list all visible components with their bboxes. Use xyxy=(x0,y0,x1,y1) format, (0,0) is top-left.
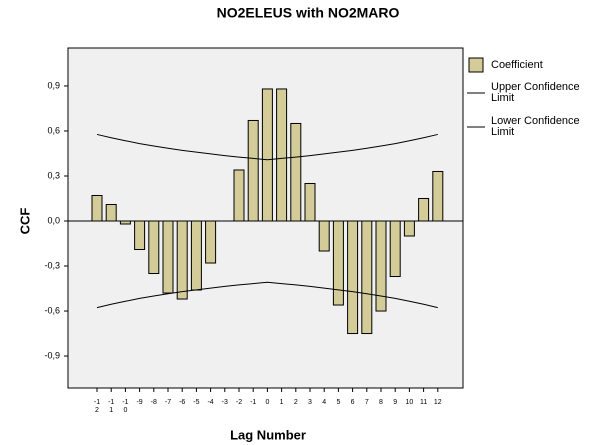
bar xyxy=(332,220,344,306)
bar xyxy=(190,220,202,291)
legend-text: Lower Confidence Limit xyxy=(491,115,580,138)
x-tick-label: -5 xyxy=(193,399,199,406)
y-tick-label: 0,0 xyxy=(47,215,60,225)
y-tick-label: 0,6 xyxy=(47,125,60,135)
x-tick-label: 11 xyxy=(420,399,427,406)
legend-text: Upper Confidence Limit xyxy=(491,81,580,104)
bar xyxy=(105,203,117,222)
bar xyxy=(247,119,259,222)
bar xyxy=(148,220,160,275)
bar xyxy=(276,88,288,222)
x-axis-label: Lag Number xyxy=(230,427,306,442)
bar xyxy=(162,220,174,294)
bar xyxy=(91,194,103,222)
x-tick-label: -8 xyxy=(151,399,157,406)
bar xyxy=(389,220,401,278)
y-tick-label: -0,9 xyxy=(44,350,60,360)
bar xyxy=(375,220,387,312)
bar xyxy=(290,122,302,222)
x-tick-label: 10 xyxy=(406,399,414,406)
x-tick-label: 1 xyxy=(280,399,284,406)
chart-title: NO2ELEUS with NO2MARO xyxy=(217,5,400,21)
bar xyxy=(418,197,430,222)
bar xyxy=(403,220,415,237)
legend-swatch xyxy=(468,57,484,73)
bar xyxy=(318,220,330,252)
x-tick-label: 5 xyxy=(336,399,340,406)
confidence-line xyxy=(96,281,438,309)
x-tick-label: 4 xyxy=(322,399,326,406)
y-tick-label: 0,3 xyxy=(47,170,60,180)
bar xyxy=(261,88,273,222)
bar xyxy=(134,220,146,251)
bar xyxy=(432,170,444,222)
x-tick-label: -1 xyxy=(250,399,256,406)
legend-text: Coefficient xyxy=(491,59,543,71)
bar xyxy=(304,182,316,222)
y-tick-label: -0,6 xyxy=(44,305,60,315)
bar xyxy=(233,169,245,222)
x-tick-label: 8 xyxy=(379,399,383,406)
y-tick-label: 0,9 xyxy=(47,80,60,90)
x-tick-label: -4 xyxy=(207,399,213,406)
x-tick-label: 7 xyxy=(365,399,369,406)
x-tick-label: -9 xyxy=(136,399,142,406)
bar xyxy=(361,220,373,335)
x-tick-label: 12 xyxy=(434,399,442,406)
y-axis-label: CCF xyxy=(17,208,32,235)
x-tick-label: -3 xyxy=(222,399,228,406)
x-tick-label: 9 xyxy=(393,399,397,406)
bar xyxy=(176,220,188,300)
x-tick-label: -6 xyxy=(179,399,185,406)
x-tick-label: -1 1 xyxy=(108,399,114,414)
x-tick-label: 0 xyxy=(265,399,269,406)
confidence-line xyxy=(96,133,438,161)
x-tick-label: 3 xyxy=(308,399,312,406)
bar xyxy=(205,220,217,264)
x-tick-label: -2 xyxy=(236,399,242,406)
y-tick-label: -0,3 xyxy=(44,260,60,270)
x-tick-label: -7 xyxy=(165,399,171,406)
x-tick-label: 6 xyxy=(351,399,355,406)
x-tick-label: -1 0 xyxy=(122,399,128,414)
bar xyxy=(347,220,359,335)
x-tick-label: -1 2 xyxy=(94,399,100,414)
x-tick-label: 2 xyxy=(294,399,298,406)
